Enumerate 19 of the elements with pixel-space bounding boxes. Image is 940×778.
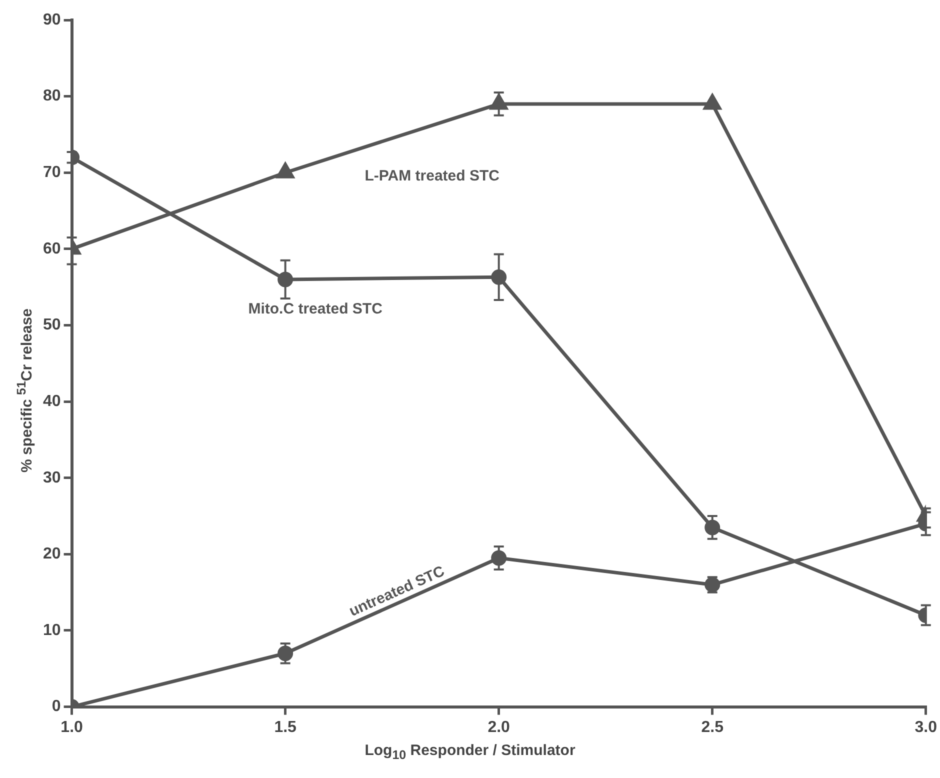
x-tick-label: 1.0 (60, 718, 84, 736)
y-tick-label: 40 (43, 392, 61, 410)
y-tick-label: 50 (43, 316, 61, 334)
x-axis-title: Log$_{10}$ Responder / Stimulator (364, 742, 576, 762)
y-tick-label: 10 (43, 622, 61, 639)
y-tick-label: 60 (43, 240, 61, 258)
y-tick-label: 0 (52, 698, 61, 716)
series-label: Mito.C treated STC (248, 300, 383, 318)
y-tick-label: 90 (43, 11, 61, 28)
point (704, 94, 722, 110)
y-tick-label: 80 (43, 88, 61, 105)
y-tick-label: 30 (43, 469, 61, 486)
x-tick-label: 2.0 (488, 718, 510, 736)
y-tick-label: 20 (43, 546, 61, 563)
x-tick-label: 1.5 (274, 718, 297, 736)
x-tick-label: 3.0 (914, 718, 938, 736)
x-tick-label: 2.5 (701, 718, 724, 736)
series-label: L-PAM treated STC (364, 167, 500, 184)
y-tick-label: 70 (43, 164, 61, 182)
